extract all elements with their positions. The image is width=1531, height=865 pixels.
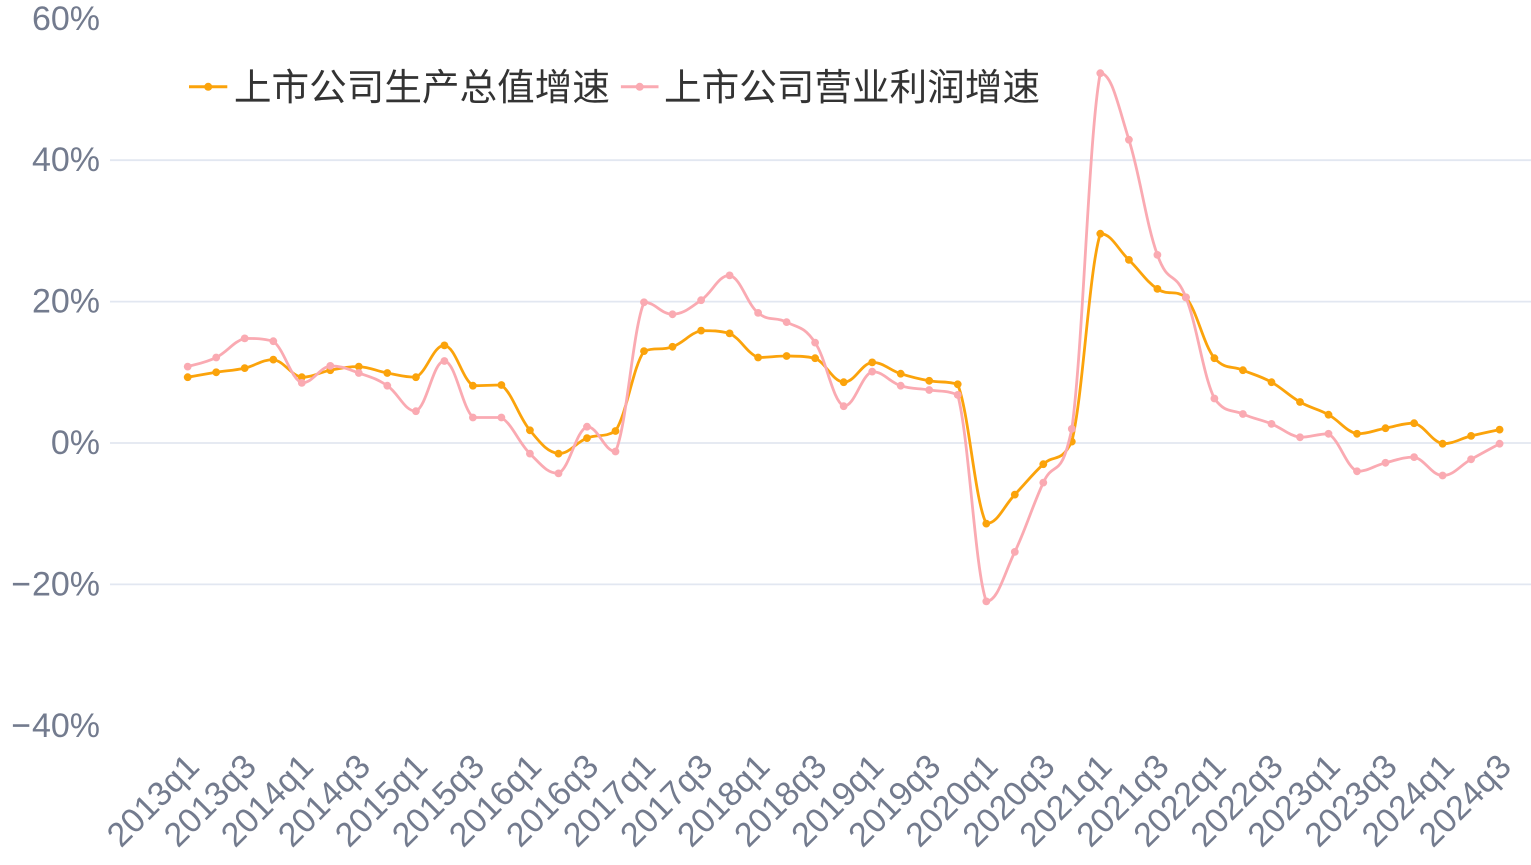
svg-text:20%: 20% bbox=[32, 283, 100, 321]
svg-text:0%: 0% bbox=[51, 424, 100, 462]
svg-text:60%: 60% bbox=[32, 0, 100, 38]
svg-text:40%: 40% bbox=[32, 141, 100, 179]
svg-text:20%: 20% bbox=[32, 565, 100, 603]
svg-text:40%: 40% bbox=[32, 707, 100, 745]
